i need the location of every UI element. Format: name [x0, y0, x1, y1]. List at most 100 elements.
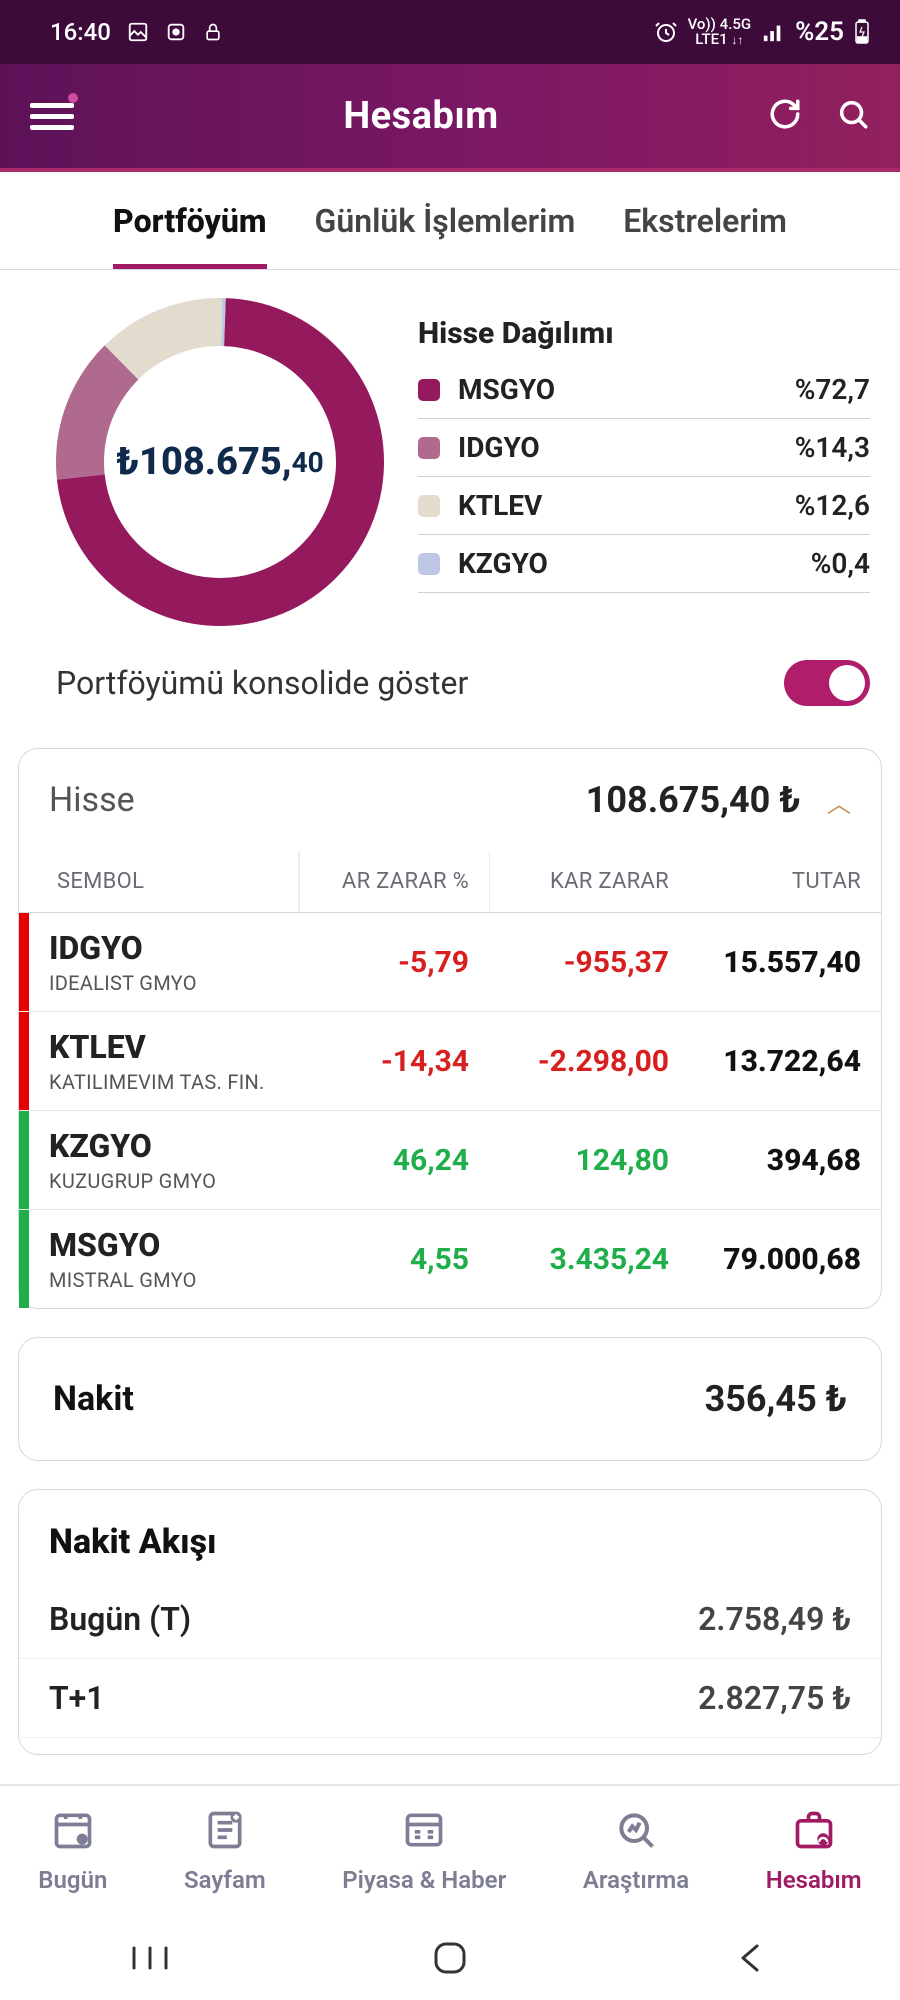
dist-pct: %12,6: [795, 489, 870, 522]
row-pl: -955,37: [489, 945, 689, 980]
cashflow-title: Nakit Akışı: [19, 1490, 881, 1580]
cash-card[interactable]: Nakit 356,45 ₺: [18, 1337, 882, 1461]
table-row[interactable]: MSGYOMISTRAL GMYO4,553.435,2479.000,68: [19, 1210, 881, 1308]
portfolio-section: ₺108.675,40 Hisse Dağılımı MSGYO%72,7IDG…: [0, 270, 900, 642]
col-amt: TUTAR: [689, 851, 881, 912]
dist-label: KTLEV: [458, 489, 542, 522]
menu-button[interactable]: [30, 97, 74, 136]
row-plpct: 4,55: [299, 1242, 489, 1277]
row-amt: 394,68: [689, 1143, 881, 1178]
nav-label: Piyasa & Haber: [342, 1866, 506, 1894]
dist-pct: %0,4: [811, 547, 870, 580]
swatch-icon: [418, 553, 440, 575]
dist-label: IDGYO: [458, 431, 540, 464]
row-code: IDGYO: [49, 929, 291, 967]
chevron-up-icon: ︿: [827, 790, 851, 818]
dist-row-ktlev[interactable]: KTLEV %12,6: [418, 477, 870, 535]
col-symbol: SEMBOL: [19, 851, 299, 912]
row-code: MSGYO: [49, 1226, 291, 1264]
nav-ara-t-rma[interactable]: Araştırma: [583, 1808, 689, 1894]
flow-label: Bugün (T): [49, 1600, 191, 1638]
dist-row-msgyo[interactable]: MSGYO%72,7: [418, 361, 870, 419]
gallery-icon: [127, 21, 149, 43]
nav-icon: [792, 1808, 836, 1858]
dist-label: KZGYO: [458, 547, 548, 580]
row-code: KZGYO: [49, 1127, 291, 1165]
dist-title: Hisse Dağılımı: [418, 316, 870, 351]
swatch-icon: [418, 379, 440, 401]
refresh-icon[interactable]: [768, 97, 802, 135]
table-row[interactable]: KTLEVKATILIMEVIM TAS. FIN.-14,34-2.298,0…: [19, 1012, 881, 1111]
consolidate-row: Portföyümü konsolide göster: [0, 642, 900, 734]
signal-icon: [761, 21, 785, 43]
nav-piyasa-haber[interactable]: Piyasa & Haber: [342, 1808, 506, 1894]
app-bar: Hesabım: [0, 64, 900, 172]
nav-label: Bugün: [38, 1866, 107, 1894]
row-pl: -2.298,00: [489, 1044, 689, 1079]
table-row[interactable]: IDGYO IDEALIST GMYO -5,79-955,3715.557,40: [19, 913, 881, 1012]
lock-icon: [203, 20, 223, 44]
alarm-icon: [654, 20, 678, 44]
consolidate-toggle[interactable]: [784, 660, 870, 706]
row-code: KTLEV: [49, 1028, 291, 1066]
nav-hesab-m[interactable]: Hesabım: [766, 1808, 862, 1894]
search-icon[interactable]: [836, 97, 870, 135]
flow-amount: 2.758,49 ₺: [698, 1600, 851, 1638]
status-bar: 16:40 Vo)) 4.5G LTE1 ↓↑ %25: [0, 0, 900, 64]
row-pl: 3.435,24: [489, 1242, 689, 1277]
col-pl: KAR ZARAR: [489, 851, 689, 912]
dist-pct: %14,3: [795, 431, 870, 464]
nav-icon: [203, 1808, 247, 1858]
nav-icon: [614, 1808, 658, 1858]
dist-pct: %72,7: [795, 373, 870, 406]
nav-sayfam[interactable]: Sayfam: [184, 1808, 266, 1894]
cashflow-row: T+1 2.827,75 ₺: [19, 1659, 881, 1738]
tab-2[interactable]: Ekstrelerim: [623, 202, 787, 269]
table-row[interactable]: KZGYOKUZUGRUP GMYO46,24124,80394,68: [19, 1111, 881, 1210]
row-plpct: -14,34: [299, 1044, 489, 1079]
sys-home-button[interactable]: [380, 1938, 520, 1978]
col-plpct: AR ZARAR %: [299, 851, 489, 912]
portfolio-donut: ₺108.675,40: [50, 292, 390, 632]
row-amt: 13.722,64: [689, 1044, 881, 1079]
cashflow-card: Nakit Akışı Bugün (T) 2.758,49 ₺ T+1 2.827,…: [18, 1489, 882, 1755]
distribution-list: Hisse Dağılımı MSGYO%72,7 IDGYO %14,3 KTLEV…: [418, 292, 870, 632]
nav-icon: [402, 1808, 446, 1858]
flow-amount: 2.827,75 ₺: [698, 1679, 851, 1717]
stock-card: Hisse 108.675,40 ₺ ︿ SEMBOL AR ZARAR % K…: [18, 748, 882, 1309]
cash-label: Nakit: [53, 1379, 134, 1419]
bottom-nav: Bugün Sayfam Piyasa & Haber Araştırma Hesabı…: [0, 1784, 900, 1916]
network-label: Vo)) 4.5G LTE1 ↓↑: [688, 17, 752, 47]
row-name: IDEALIST GMYO: [49, 971, 291, 995]
dist-row-kzgyo[interactable]: KZGYO %0,4: [418, 535, 870, 593]
row-name: MISTRAL GMYO: [49, 1268, 291, 1292]
consolidate-label: Portföyümü konsolide göster: [56, 664, 468, 702]
stock-title: Hisse: [49, 780, 135, 820]
sys-back-button[interactable]: [680, 1940, 820, 1976]
row-name: KUZUGRUP GMYO: [49, 1169, 291, 1193]
swatch-icon: [418, 495, 440, 517]
dist-row-idgyo[interactable]: IDGYO %14,3: [418, 419, 870, 477]
system-nav: [0, 1916, 900, 2000]
sys-recent-button[interactable]: [80, 1944, 220, 1972]
status-time: 16:40: [50, 18, 111, 46]
nav-label: Sayfam: [184, 1866, 266, 1894]
flow-label: T+1: [49, 1679, 105, 1717]
nav-icon: [51, 1808, 95, 1858]
cashflow-row: Bugün (T) 2.758,49 ₺: [19, 1580, 881, 1659]
record-icon: [165, 21, 187, 43]
nav-bug-n[interactable]: Bugün: [38, 1808, 107, 1894]
stock-card-header[interactable]: Hisse 108.675,40 ₺ ︿: [19, 749, 881, 851]
stock-table-header: SEMBOL AR ZARAR % KAR ZARAR TUTAR: [19, 851, 881, 913]
battery-icon: [854, 19, 870, 45]
tab-0[interactable]: Portföyüm: [113, 202, 267, 269]
stock-amount: 108.675,40 ₺: [586, 779, 801, 821]
tab-1[interactable]: Günlük İşlemlerim: [315, 202, 576, 269]
swatch-icon: [418, 437, 440, 459]
row-amt: 15.557,40: [689, 945, 881, 980]
nav-label: Hesabım: [766, 1866, 862, 1894]
row-plpct: -5,79: [299, 945, 489, 980]
app-title: Hesabım: [74, 94, 768, 138]
row-plpct: 46,24: [299, 1143, 489, 1178]
portfolio-total: ₺108.675,40: [50, 292, 390, 632]
